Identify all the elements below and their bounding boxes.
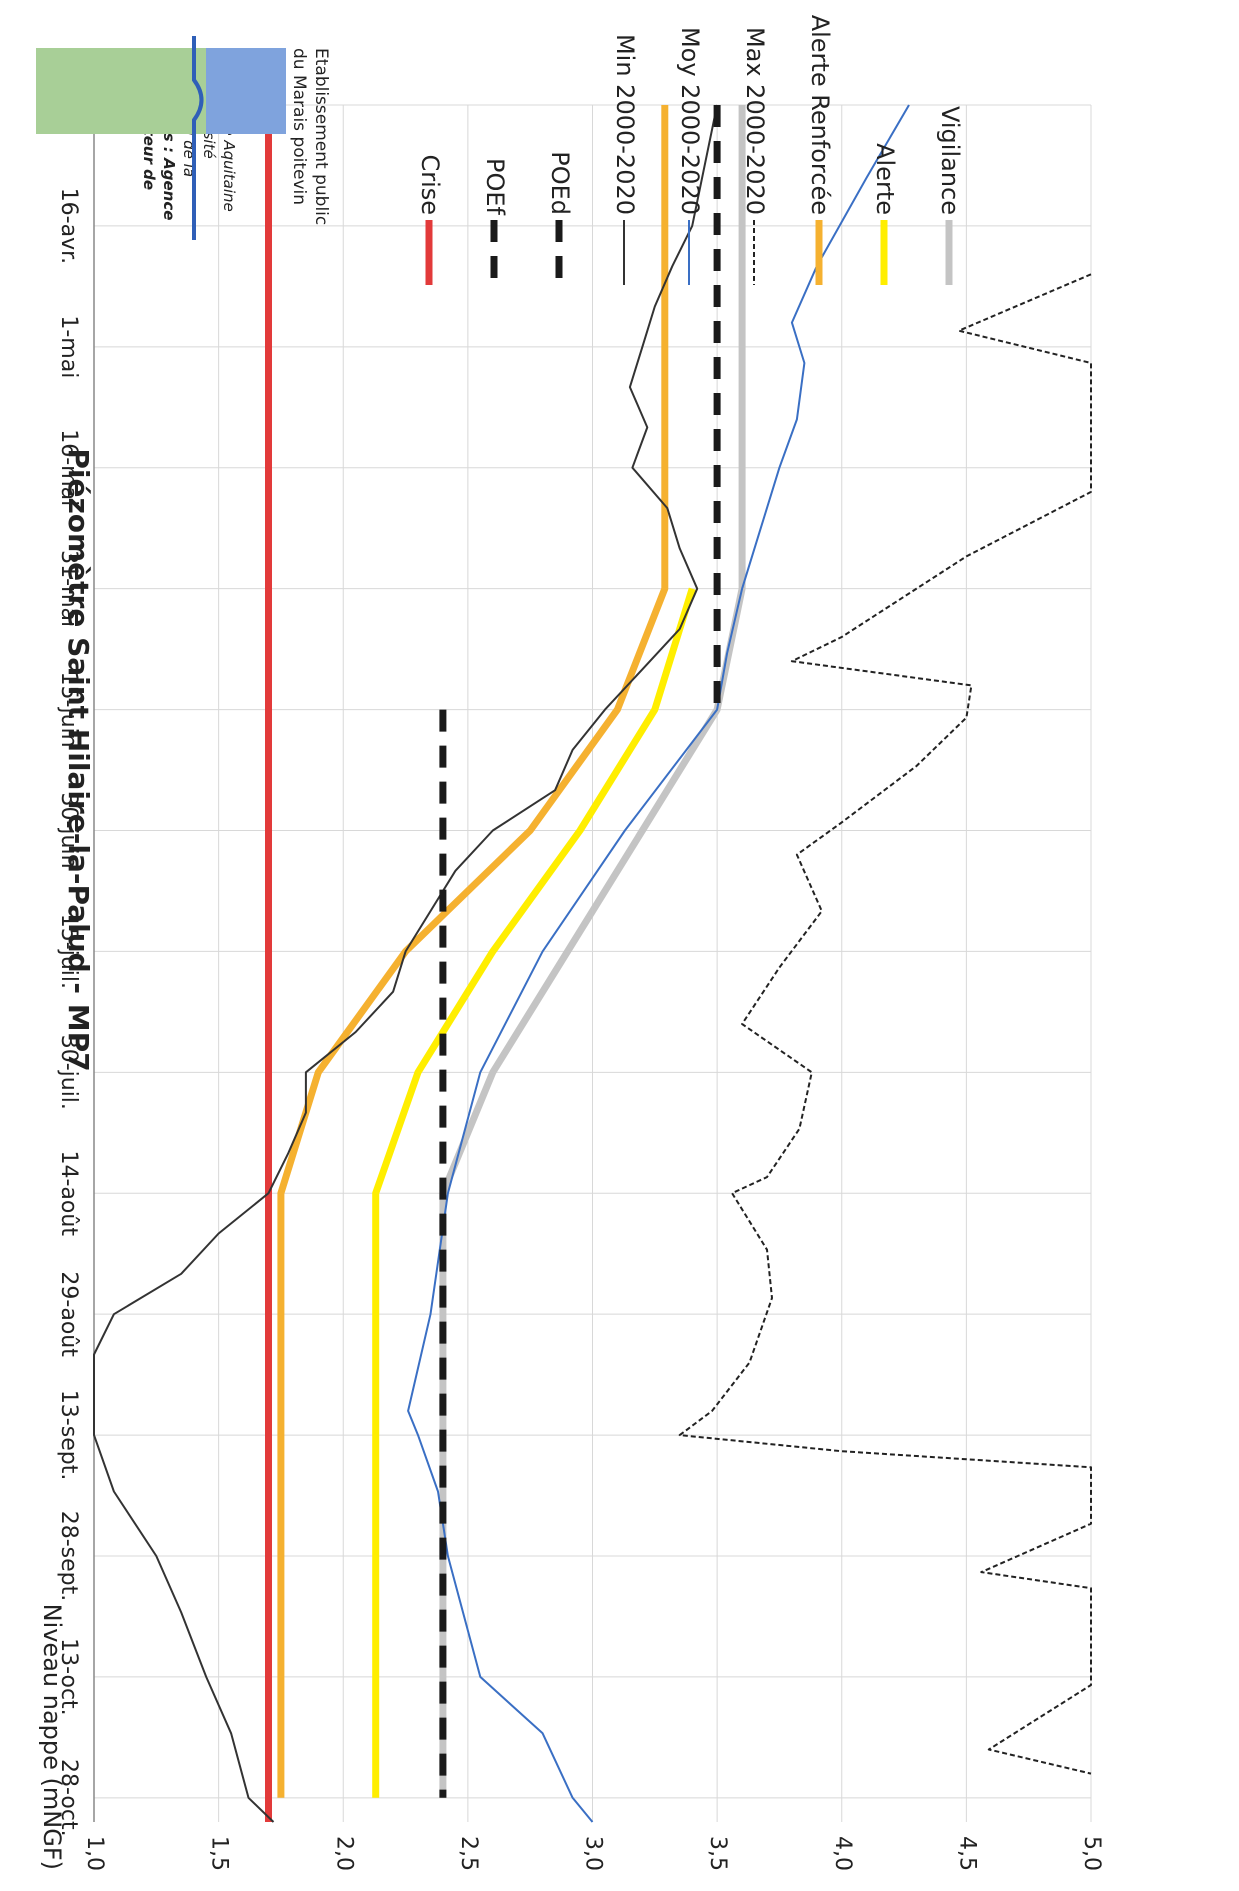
- y-tick-label: 4,0: [830, 1836, 855, 1871]
- legend-label-crise: Crise: [416, 154, 444, 215]
- logo: Etablissement public du Marais poitevin: [36, 36, 331, 240]
- y-tick-label: 2,5: [456, 1836, 481, 1871]
- legend-label-alerte_renforcee: Alerte Renforcée: [806, 15, 834, 215]
- series-line-moy: [407, 104, 910, 1823]
- legend-label-max: Max 2000-2020: [741, 27, 769, 215]
- x-tick-label: 30-juil.: [56, 1035, 81, 1110]
- series-line-min: [93, 104, 719, 1823]
- legend-label-min: Min 2000-2020: [611, 34, 639, 215]
- x-tick-labels: 1-avr.16-avr.1-mai16-mai31-mai15-juin30-…: [56, 74, 81, 1837]
- logo-name-line2: du Marais poitevin: [289, 48, 309, 205]
- x-tick-label: 15-juil.: [56, 914, 81, 989]
- grid: [93, 104, 1092, 1822]
- x-tick-label: 29-août: [56, 1271, 81, 1357]
- series-line-alerte_renforcee: [277, 105, 669, 1798]
- legend-label-poef: POEf: [481, 158, 509, 216]
- logo-blue-block: [206, 48, 286, 134]
- y-tick-labels: 1,0 1,5 2,0 2,5 3,0 3,5 4,0 4,5 5,0: [82, 1836, 1104, 1871]
- x-tick-label: 14-août: [56, 1151, 81, 1237]
- x-tick-label: 16-mai: [56, 429, 81, 506]
- y-tick-label: 1,5: [207, 1836, 232, 1871]
- legend-label-vigilance: Vigilance: [936, 106, 964, 215]
- logo-name-line1: Etablissement public: [311, 48, 331, 225]
- x-tick-label: 31-mai: [56, 550, 81, 627]
- x-tick-label: 13-oct.: [56, 1638, 81, 1716]
- y-tick-label: 1,0: [82, 1836, 107, 1871]
- x-tick-label: 13-sept.: [56, 1390, 81, 1481]
- x-tick-label: 1-mai: [56, 315, 81, 378]
- x-tick-label: 30-juin: [56, 792, 81, 868]
- x-tick-label: 28-sept.: [56, 1511, 81, 1602]
- series-line-max: [678, 273, 1092, 1775]
- legend-label-poed: POEd: [546, 151, 574, 215]
- legend-label-alerte: Alerte: [871, 143, 899, 215]
- series-layer: [93, 104, 1092, 1823]
- y-tick-label: 3,0: [581, 1836, 606, 1871]
- y-tick-label: 4,5: [954, 1836, 979, 1871]
- y-tick-label: 3,5: [705, 1836, 730, 1871]
- legend-label-moy: Moy 2000-2020: [676, 27, 704, 215]
- y-tick-label: 2,0: [331, 1836, 356, 1871]
- y-tick-label: 5,0: [1079, 1836, 1104, 1871]
- series-line-alerte: [372, 587, 696, 1798]
- x-tick-label: 28-oct.: [56, 1759, 81, 1837]
- logo-river-line: [192, 36, 204, 240]
- x-tick-label: 16-avr.: [56, 188, 81, 264]
- x-tick-label: 15-juin: [56, 672, 81, 748]
- logo-green-block: [36, 48, 206, 134]
- y-axis-label: Niveau nappe (mNGF): [38, 1604, 66, 1870]
- chart-title: Piézomètre Saint Hilaire-la-Palud - MP7: [62, 448, 95, 1071]
